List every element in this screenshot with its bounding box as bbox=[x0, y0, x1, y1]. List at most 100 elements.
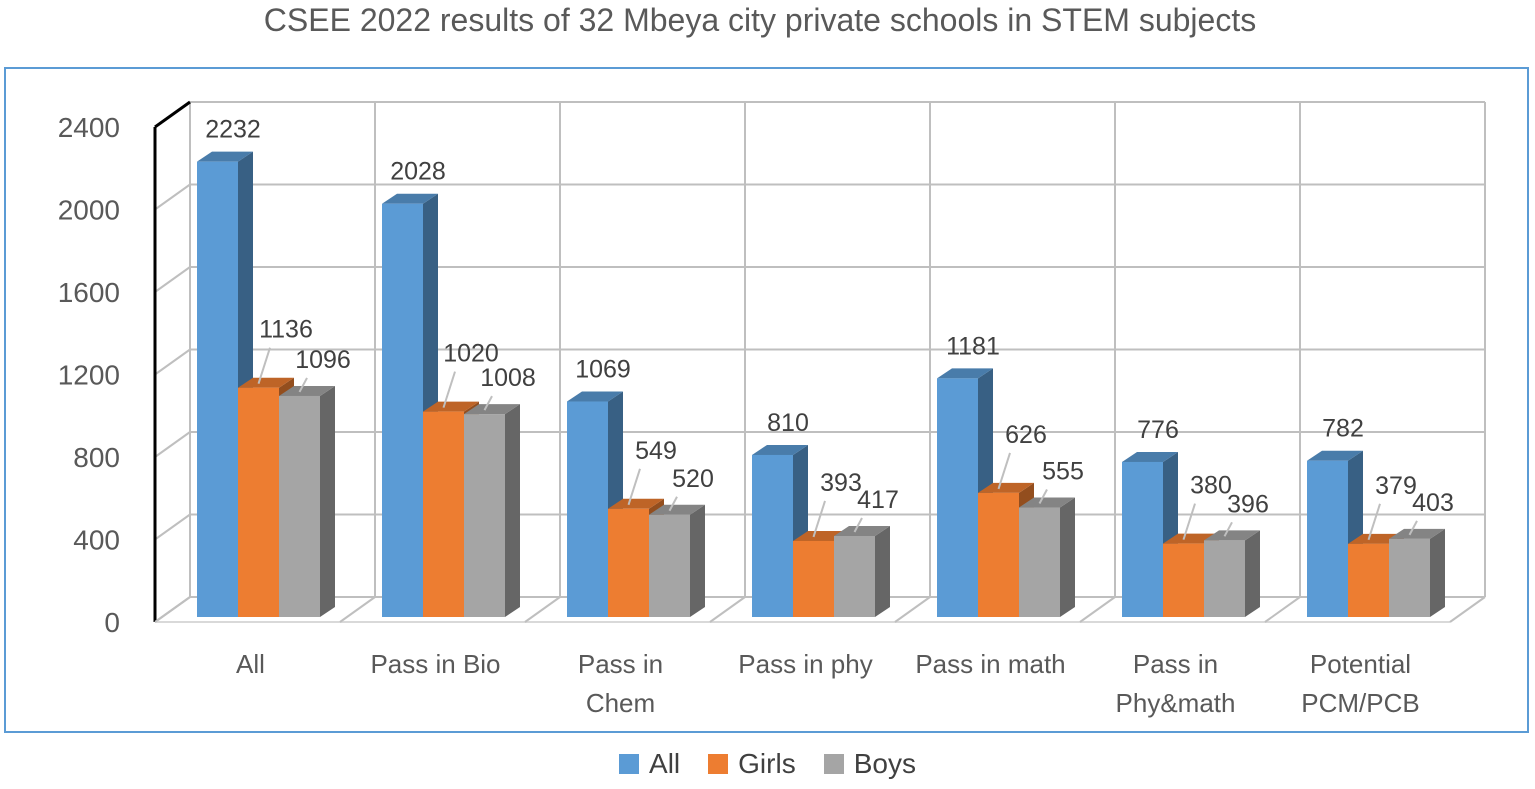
y-tick-label: 1600 bbox=[58, 277, 120, 308]
y-tick-label: 400 bbox=[73, 525, 120, 556]
bar-top-boys bbox=[1019, 497, 1075, 508]
legend-item-all: All bbox=[619, 748, 680, 780]
data-label-leader bbox=[1038, 489, 1048, 505]
x-tick-label: All bbox=[236, 649, 265, 679]
bar-top-boys bbox=[279, 385, 335, 396]
bar-top-all bbox=[1307, 450, 1363, 461]
data-label-girls: 393 bbox=[820, 469, 862, 497]
data-label-leader bbox=[853, 517, 863, 533]
data-label-boys: 417 bbox=[857, 486, 899, 514]
x-tick-label: Pass in bbox=[578, 649, 663, 679]
data-label-girls: 380 bbox=[1190, 472, 1232, 500]
bar-top-girls bbox=[238, 377, 294, 388]
legend-swatch bbox=[619, 754, 640, 774]
bar-side-boys bbox=[505, 404, 520, 617]
gridline-side-2000 bbox=[154, 183, 191, 211]
data-label-leader bbox=[1182, 503, 1196, 540]
data-label-leader bbox=[668, 496, 678, 512]
bar-boys bbox=[834, 535, 875, 617]
bar-top-all bbox=[197, 151, 253, 162]
y-tick-label: 2000 bbox=[58, 195, 120, 226]
data-label-all: 782 bbox=[1322, 415, 1364, 443]
data-label-boys: 1096 bbox=[295, 346, 351, 374]
data-label-girls: 1020 bbox=[443, 340, 499, 368]
legend-label: Boys bbox=[853, 748, 916, 779]
bar-all bbox=[382, 203, 423, 617]
y-axis-top-edge bbox=[154, 100, 191, 129]
bar-all bbox=[1122, 461, 1163, 617]
bar-top-all bbox=[567, 391, 623, 402]
data-label-all: 810 bbox=[767, 409, 809, 437]
bar-boys bbox=[279, 395, 320, 617]
floor-tick bbox=[894, 596, 931, 623]
legend: All Girls Boys bbox=[0, 748, 1535, 780]
data-label-all: 1181 bbox=[946, 332, 1000, 360]
bar-top-all bbox=[937, 368, 993, 379]
chart-frame bbox=[4, 67, 1529, 733]
bar-side-boys bbox=[1245, 530, 1260, 617]
data-label-leader bbox=[298, 377, 308, 393]
bar-top-all bbox=[382, 193, 438, 204]
data-label-leader bbox=[812, 500, 826, 538]
y-tick-label: 0 bbox=[104, 607, 120, 638]
legend-swatch bbox=[708, 754, 729, 774]
gridline-side-800 bbox=[154, 431, 191, 458]
bar-boys bbox=[1389, 538, 1430, 617]
data-label-boys: 403 bbox=[1412, 489, 1454, 517]
bar-boys bbox=[464, 414, 505, 617]
bar-girls bbox=[793, 540, 834, 617]
data-label-boys: 1008 bbox=[480, 364, 536, 392]
bar-girls bbox=[978, 492, 1019, 617]
x-tick-label: PCM/PCB bbox=[1301, 688, 1419, 718]
data-label-leader bbox=[1223, 521, 1233, 537]
bar-all bbox=[1307, 460, 1348, 617]
data-label-leader bbox=[1367, 503, 1381, 541]
data-label-girls: 1136 bbox=[259, 316, 313, 344]
bar-girls bbox=[238, 387, 279, 617]
data-label-girls: 379 bbox=[1375, 472, 1417, 500]
data-label-leader bbox=[257, 347, 271, 385]
x-tick-label: Potential bbox=[1310, 649, 1411, 679]
data-label-girls: 549 bbox=[635, 437, 677, 465]
legend-label: All bbox=[649, 748, 681, 779]
bar-side-boys bbox=[1060, 497, 1075, 617]
floor-tick bbox=[524, 596, 561, 623]
data-label-leader bbox=[627, 468, 641, 506]
floor-tick bbox=[709, 596, 746, 623]
bar-top-boys bbox=[1389, 528, 1445, 539]
bar-side-boys bbox=[875, 525, 890, 617]
x-tick-label: Phy&math bbox=[1116, 688, 1236, 718]
data-label-all: 2028 bbox=[390, 158, 446, 186]
bar-all bbox=[567, 401, 608, 617]
legend-swatch bbox=[823, 754, 844, 774]
floor-tick bbox=[154, 596, 191, 623]
data-label-boys: 555 bbox=[1042, 458, 1084, 486]
bar-all bbox=[937, 378, 978, 617]
data-label-all: 1069 bbox=[575, 356, 631, 384]
floor-tick bbox=[1449, 596, 1486, 623]
data-label-leader bbox=[997, 452, 1011, 490]
data-label-leader bbox=[1408, 520, 1418, 536]
floor-tick bbox=[339, 596, 376, 623]
bar-top-boys bbox=[464, 404, 520, 415]
x-tick-label: Pass in math bbox=[915, 649, 1065, 679]
bar-top-girls bbox=[423, 401, 479, 412]
bar-side-boys bbox=[690, 504, 705, 617]
data-label-all: 2232 bbox=[205, 116, 261, 144]
bar-top-boys bbox=[649, 504, 705, 515]
bar-boys bbox=[649, 514, 690, 617]
floor-tick bbox=[1079, 596, 1116, 623]
x-tick-label: Chem bbox=[586, 688, 655, 718]
gridline-side-1600 bbox=[154, 266, 191, 293]
data-label-boys: 396 bbox=[1227, 490, 1269, 518]
gridline-side-400 bbox=[154, 513, 191, 541]
bar-girls bbox=[608, 508, 649, 617]
bar-girls bbox=[1163, 543, 1204, 617]
bar-side-boys bbox=[320, 385, 335, 617]
bar-top-boys bbox=[834, 525, 890, 536]
y-tick-label: 800 bbox=[73, 442, 120, 473]
bar-top-girls bbox=[608, 498, 664, 509]
data-label-boys: 520 bbox=[672, 465, 714, 493]
bar-girls bbox=[1348, 543, 1389, 617]
bar-girls bbox=[423, 411, 464, 617]
